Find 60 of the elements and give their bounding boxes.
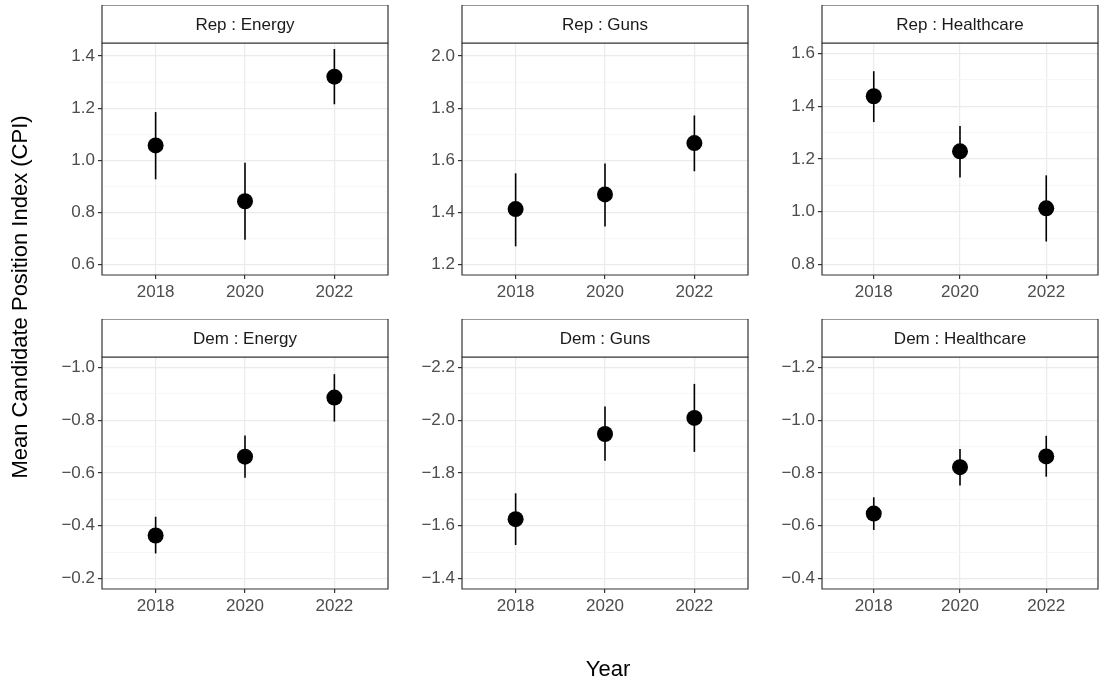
y-tick-label: −0.8 xyxy=(61,409,95,429)
y-axis-title: Mean Candidate Position Index (CPI) xyxy=(7,115,33,479)
y-tick-label: 1.6 xyxy=(431,149,455,169)
x-tick-label: 2022 xyxy=(675,281,714,301)
y-tick-label: 0.6 xyxy=(71,254,95,274)
y-tick-label: −1.0 xyxy=(61,357,95,377)
x-tick-label: 2022 xyxy=(1027,281,1066,301)
y-tick-label: 2.0 xyxy=(431,45,455,65)
x-tick-label: 2020 xyxy=(941,281,979,301)
y-tick-label: 0.8 xyxy=(791,254,815,274)
y-tick-label: 1.6 xyxy=(791,43,815,63)
y-tick-label: 1.2 xyxy=(791,148,815,168)
point xyxy=(686,409,703,426)
y-tick-label: 0.8 xyxy=(71,202,95,222)
y-tick-label: 1.8 xyxy=(431,97,455,117)
x-axis-title: Year xyxy=(585,656,631,682)
y-tick-label: −2.2 xyxy=(421,357,455,377)
y-tick-label: 1.2 xyxy=(431,254,455,274)
chart-title: Rep : Healthcare xyxy=(896,14,1024,34)
y-tick-label: −0.4 xyxy=(781,568,815,588)
y-tick-label: −1.4 xyxy=(421,568,455,588)
y-tick-label: −0.4 xyxy=(61,515,95,535)
chart-title: Dem : Guns xyxy=(559,328,651,348)
x-tick-label: 2020 xyxy=(226,281,264,301)
chart-title: Dem : Healthcare xyxy=(893,328,1027,348)
y-tick-label: 1.0 xyxy=(791,201,815,221)
x-tick-label: 2022 xyxy=(315,595,354,615)
chart-title: Rep : Energy xyxy=(195,14,296,34)
x-tick-label: 2018 xyxy=(136,281,175,301)
x-tick-label: 2018 xyxy=(854,281,893,301)
y-tick-label: −0.6 xyxy=(61,462,95,482)
x-tick-label: 2022 xyxy=(1027,595,1066,615)
x-tick-label: 2018 xyxy=(496,595,535,615)
point xyxy=(686,135,703,152)
y-tick-label: −0.6 xyxy=(781,515,815,535)
y-tick-label: −1.0 xyxy=(781,409,815,429)
y-tick-label: −1.6 xyxy=(421,515,455,535)
x-tick-label: 2018 xyxy=(854,595,893,615)
x-tick-label: 2020 xyxy=(226,595,264,615)
x-tick-label: 2020 xyxy=(941,595,979,615)
chart-title: Dem : Energy xyxy=(193,328,298,348)
y-tick-label: 1.4 xyxy=(791,95,815,115)
y-tick-label: −1.8 xyxy=(421,462,455,482)
point xyxy=(507,511,524,528)
x-tick-label: 2022 xyxy=(315,281,354,301)
chart-title: Rep : Guns xyxy=(562,14,648,34)
y-tick-label: −0.8 xyxy=(781,462,815,482)
y-tick-label: 1.0 xyxy=(71,149,95,169)
x-tick-label: 2018 xyxy=(496,281,535,301)
y-tick-label: −2.0 xyxy=(421,409,455,429)
y-tick-label: 1.4 xyxy=(431,202,455,222)
point xyxy=(507,201,524,218)
y-tick-label: −1.2 xyxy=(781,357,815,377)
y-tick-label: 1.4 xyxy=(71,45,95,65)
x-tick-label: 2022 xyxy=(675,595,714,615)
x-tick-label: 2020 xyxy=(586,595,624,615)
y-tick-label: −0.2 xyxy=(61,568,95,588)
x-tick-label: 2018 xyxy=(136,595,175,615)
x-tick-label: 2020 xyxy=(586,281,624,301)
y-tick-label: 1.2 xyxy=(71,97,95,117)
